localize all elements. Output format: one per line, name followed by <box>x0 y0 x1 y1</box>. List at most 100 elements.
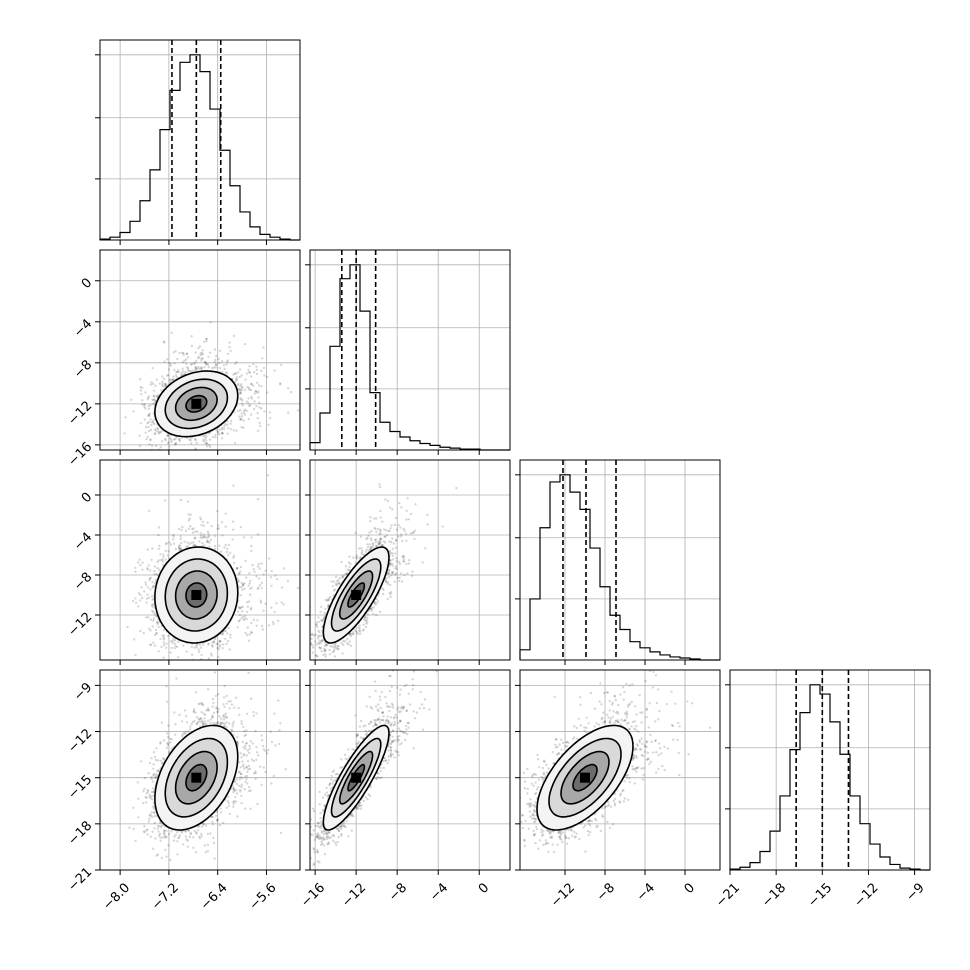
sample-point <box>143 590 146 593</box>
sample-point <box>192 362 196 366</box>
sample-point <box>274 574 277 577</box>
sample-point <box>158 568 161 571</box>
sample-point <box>256 411 259 415</box>
sample-point <box>197 346 200 350</box>
sample-point <box>205 435 208 438</box>
sample-point <box>177 546 181 550</box>
sample-point <box>154 432 157 435</box>
sample-point <box>174 644 177 648</box>
sample-point <box>157 430 160 433</box>
sample-point <box>167 441 170 444</box>
diag-2-frame <box>519 459 721 661</box>
sample-point <box>250 631 253 634</box>
sample-point <box>189 453 191 455</box>
sample-point <box>225 550 229 554</box>
diag-1-frame <box>309 249 511 451</box>
sample-point <box>184 358 188 361</box>
sample-point <box>214 358 217 362</box>
sample-point <box>145 601 148 604</box>
sample-point <box>139 593 142 596</box>
sample-point <box>190 344 194 348</box>
sample-point <box>185 362 188 365</box>
sample-point <box>236 610 240 613</box>
sample-point <box>204 439 208 442</box>
sample-point <box>172 639 175 642</box>
sample-point <box>257 390 260 393</box>
sample-point <box>151 398 154 401</box>
sample-point <box>236 566 239 570</box>
sample-point <box>250 383 253 386</box>
sample-point <box>162 377 166 381</box>
sample-point <box>166 434 170 437</box>
sample-point <box>155 444 158 448</box>
sample-point <box>245 617 248 621</box>
sample-point <box>220 521 224 524</box>
sample-point <box>237 382 240 386</box>
sample-point <box>232 429 235 432</box>
sample-point <box>228 341 231 344</box>
sample-point <box>190 335 193 338</box>
sample-point <box>153 428 157 431</box>
sample-point <box>256 565 260 568</box>
sample-point <box>153 398 156 401</box>
sample-point <box>252 363 255 366</box>
sample-point <box>194 366 197 369</box>
sample-point <box>245 576 248 579</box>
sample-point <box>167 374 170 377</box>
sample-point <box>143 405 146 409</box>
sample-point <box>137 592 141 595</box>
sample-point <box>252 384 255 387</box>
sample-point <box>149 629 152 632</box>
sample-point <box>250 631 253 634</box>
sample-point <box>247 417 250 421</box>
sample-point <box>158 430 161 434</box>
sample-point <box>250 544 253 548</box>
sample-point <box>163 499 167 502</box>
sample-point <box>166 434 169 438</box>
sample-point <box>241 584 245 587</box>
sample-point <box>248 388 251 391</box>
sample-point <box>204 437 207 440</box>
sample-point <box>220 431 224 435</box>
sample-point <box>180 528 183 532</box>
sample-point <box>212 366 216 369</box>
sample-point <box>138 599 142 602</box>
sample-point <box>157 393 160 397</box>
sample-point <box>167 361 171 365</box>
sample-point <box>287 411 290 414</box>
sample-point <box>173 362 176 365</box>
sample-point <box>215 354 218 358</box>
sample-point <box>178 351 181 355</box>
sample-point <box>221 370 224 373</box>
sample-point <box>200 366 203 369</box>
sample-point <box>201 353 205 356</box>
panel-2-0 <box>95 459 301 665</box>
sample-point <box>185 366 189 369</box>
sample-point <box>226 359 229 362</box>
sample-point <box>162 340 166 343</box>
sample-point <box>190 442 193 445</box>
sample-point <box>133 638 136 641</box>
sample-point <box>257 562 260 566</box>
sample-point <box>224 629 228 633</box>
sample-point <box>238 388 241 391</box>
sample-point <box>185 650 188 653</box>
sample-point <box>162 634 166 637</box>
sample-point <box>231 538 234 541</box>
sample-point <box>194 367 198 370</box>
diag-2-histogram <box>519 474 720 661</box>
sample-point <box>153 432 156 435</box>
sample-point <box>149 428 153 432</box>
sample-point <box>205 363 208 366</box>
sample-point <box>198 345 202 348</box>
sample-point <box>162 636 165 640</box>
sample-point <box>246 633 249 637</box>
sample-point <box>156 566 159 570</box>
sample-point <box>244 378 247 381</box>
sample-point <box>156 560 159 564</box>
sample-point <box>203 366 206 369</box>
sample-point <box>189 525 192 528</box>
sample-point <box>236 409 240 413</box>
sample-point <box>191 531 195 534</box>
